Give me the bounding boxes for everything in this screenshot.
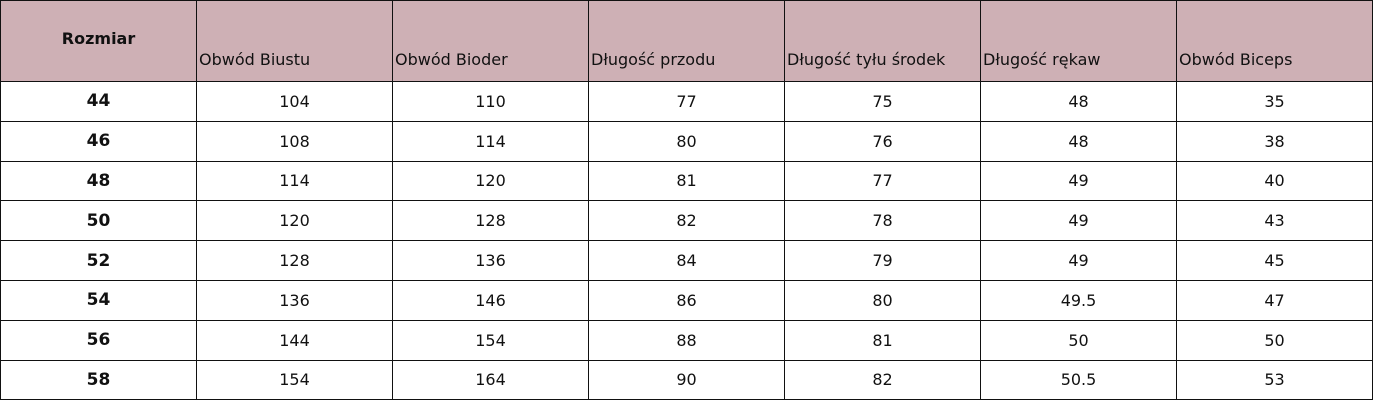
cell-sleeve-length: 48	[980, 120, 1177, 162]
cell-sleeve-length: 49.5	[980, 279, 1177, 321]
cell-back-length: 78	[784, 200, 981, 242]
cell-front-length: 84	[588, 240, 785, 281]
cell-size: 54	[0, 279, 197, 321]
cell-size: 48	[0, 160, 197, 202]
cell-back-length: 79	[784, 240, 981, 281]
cell-size: 56	[0, 319, 197, 361]
cell-sleeve-length: 48	[980, 81, 1177, 122]
table-row: 54 136 146 86 80 49.5 47	[0, 279, 1373, 321]
cell-biceps: 47	[1176, 279, 1373, 321]
cell-bust: 154	[196, 359, 393, 401]
header-sleeve-length: Długość rękaw	[980, 0, 1177, 82]
cell-biceps: 38	[1176, 120, 1373, 162]
cell-size: 52	[0, 240, 197, 281]
table-row: 56 144 154 88 81 50 50	[0, 319, 1373, 361]
cell-back-length: 75	[784, 81, 981, 122]
cell-back-length: 81	[784, 319, 981, 361]
table-row: 50 120 128 82 78 49 43	[0, 200, 1373, 242]
cell-size: 58	[0, 359, 197, 401]
cell-biceps: 45	[1176, 240, 1373, 281]
table-row: 44 104 110 77 75 48 35	[0, 81, 1373, 122]
cell-sleeve-length: 49	[980, 200, 1177, 242]
cell-front-length: 86	[588, 279, 785, 321]
cell-hips: 146	[392, 279, 589, 321]
cell-hips: 110	[392, 81, 589, 122]
table-row: 52 128 136 84 79 49 45	[0, 240, 1373, 281]
cell-bust: 144	[196, 319, 393, 361]
cell-hips: 164	[392, 359, 589, 401]
cell-front-length: 82	[588, 200, 785, 242]
cell-front-length: 81	[588, 160, 785, 202]
cell-sleeve-length: 49	[980, 240, 1177, 281]
cell-back-length: 77	[784, 160, 981, 202]
cell-biceps: 50	[1176, 319, 1373, 361]
header-hips: Obwód Bioder	[392, 0, 589, 82]
cell-back-length: 76	[784, 120, 981, 162]
cell-back-length: 80	[784, 279, 981, 321]
cell-hips: 114	[392, 120, 589, 162]
cell-hips: 120	[392, 160, 589, 202]
cell-biceps: 35	[1176, 81, 1373, 122]
header-front-length: Długość przodu	[588, 0, 785, 82]
cell-biceps: 53	[1176, 359, 1373, 401]
header-row: Rozmiar Obwód Biustu Obwód Bioder Długoś…	[0, 0, 1373, 82]
cell-front-length: 88	[588, 319, 785, 361]
cell-bust: 104	[196, 81, 393, 122]
table-row: 48 114 120 81 77 49 40	[0, 160, 1373, 202]
table-row: 46 108 114 80 76 48 38	[0, 120, 1373, 162]
cell-hips: 136	[392, 240, 589, 281]
cell-front-length: 77	[588, 81, 785, 122]
cell-bust: 120	[196, 200, 393, 242]
cell-sleeve-length: 50	[980, 319, 1177, 361]
cell-biceps: 43	[1176, 200, 1373, 242]
header-biceps: Obwód Biceps	[1176, 0, 1373, 82]
cell-size: 50	[0, 200, 197, 242]
cell-bust: 136	[196, 279, 393, 321]
table-row: 58 154 164 90 82 50.5 53	[0, 359, 1373, 401]
header-bust: Obwód Biustu	[196, 0, 393, 82]
cell-bust: 128	[196, 240, 393, 281]
cell-hips: 128	[392, 200, 589, 242]
cell-size: 44	[0, 81, 197, 122]
cell-back-length: 82	[784, 359, 981, 401]
cell-sleeve-length: 49	[980, 160, 1177, 202]
cell-size: 46	[0, 120, 197, 162]
cell-front-length: 80	[588, 120, 785, 162]
cell-bust: 114	[196, 160, 393, 202]
cell-bust: 108	[196, 120, 393, 162]
cell-biceps: 40	[1176, 160, 1373, 202]
cell-hips: 154	[392, 319, 589, 361]
cell-front-length: 90	[588, 359, 785, 401]
header-size: Rozmiar	[0, 0, 197, 82]
cell-sleeve-length: 50.5	[980, 359, 1177, 401]
header-back-length: Długość tyłu środek	[784, 0, 981, 82]
